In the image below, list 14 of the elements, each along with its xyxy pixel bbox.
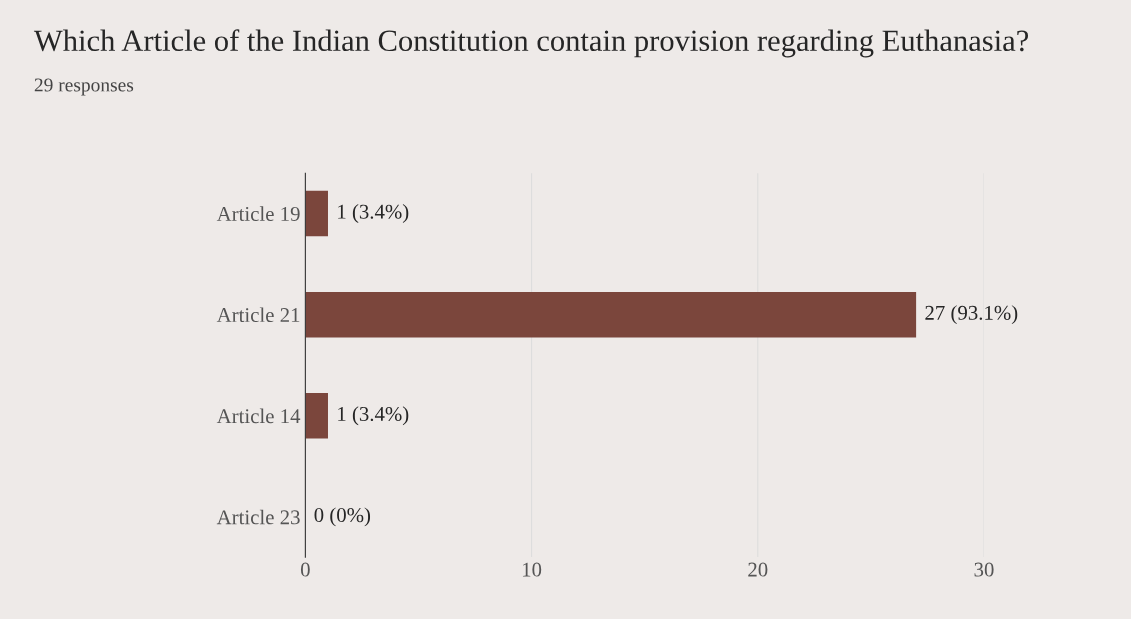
data-label: 1 (3.4%) bbox=[338, 406, 409, 426]
y-tick-label: Article 23 bbox=[216, 509, 300, 525]
y-tick-label: Article 14 bbox=[216, 408, 301, 424]
data-label: 0 (0%) bbox=[314, 507, 371, 527]
x-tick-label: 10 bbox=[522, 562, 542, 577]
data-label: 1 (3.4%) bbox=[338, 204, 409, 223]
chart-title: Which Article of the Indian Constitution contain provision regarding Euthanasia? bbox=[33, 29, 1029, 58]
data-label: 27 (93.1%) bbox=[925, 305, 1018, 325]
x-tick-label: 0 bbox=[300, 562, 310, 577]
x-tick-label: 20 bbox=[748, 562, 768, 577]
text: 29 responses bbox=[34, 78, 134, 96]
x-tick-label: 30 bbox=[974, 562, 994, 577]
y-tick-label: Article 21 bbox=[216, 307, 300, 323]
y-tick-label: Article 19 bbox=[216, 206, 300, 221]
